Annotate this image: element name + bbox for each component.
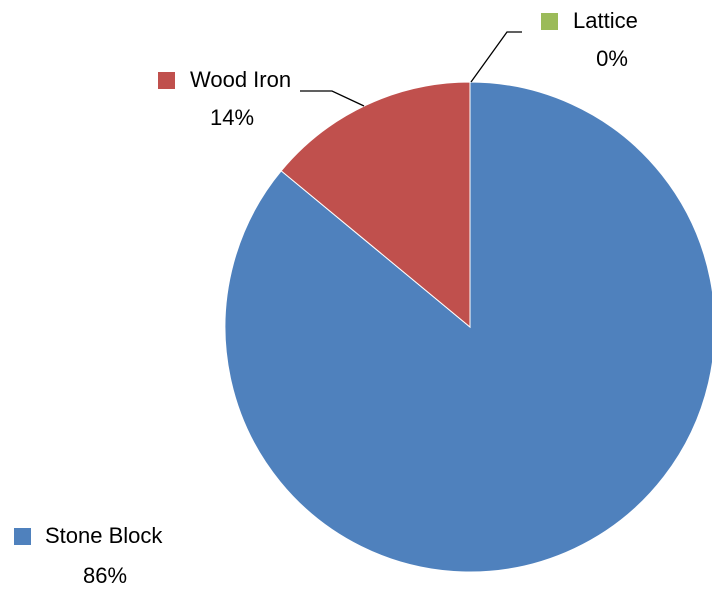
value-label: 86%	[83, 563, 127, 588]
value-label: 0%	[596, 46, 628, 71]
legend-key	[541, 13, 558, 30]
category-label: Wood Iron	[190, 67, 291, 92]
pie	[224, 81, 712, 573]
pie-slice	[224, 81, 712, 573]
leader-line	[300, 90, 365, 107]
category-label: Stone Block	[45, 523, 163, 548]
category-label: Lattice	[573, 8, 638, 33]
pie-slice	[280, 81, 471, 329]
leader-line	[470, 31, 522, 83]
legend-key	[158, 72, 175, 89]
data-labels: Stone Block 86% Wood Iron 14% Lattice 0%	[14, 8, 638, 588]
legend-key	[14, 528, 31, 545]
value-label: 14%	[210, 105, 254, 130]
